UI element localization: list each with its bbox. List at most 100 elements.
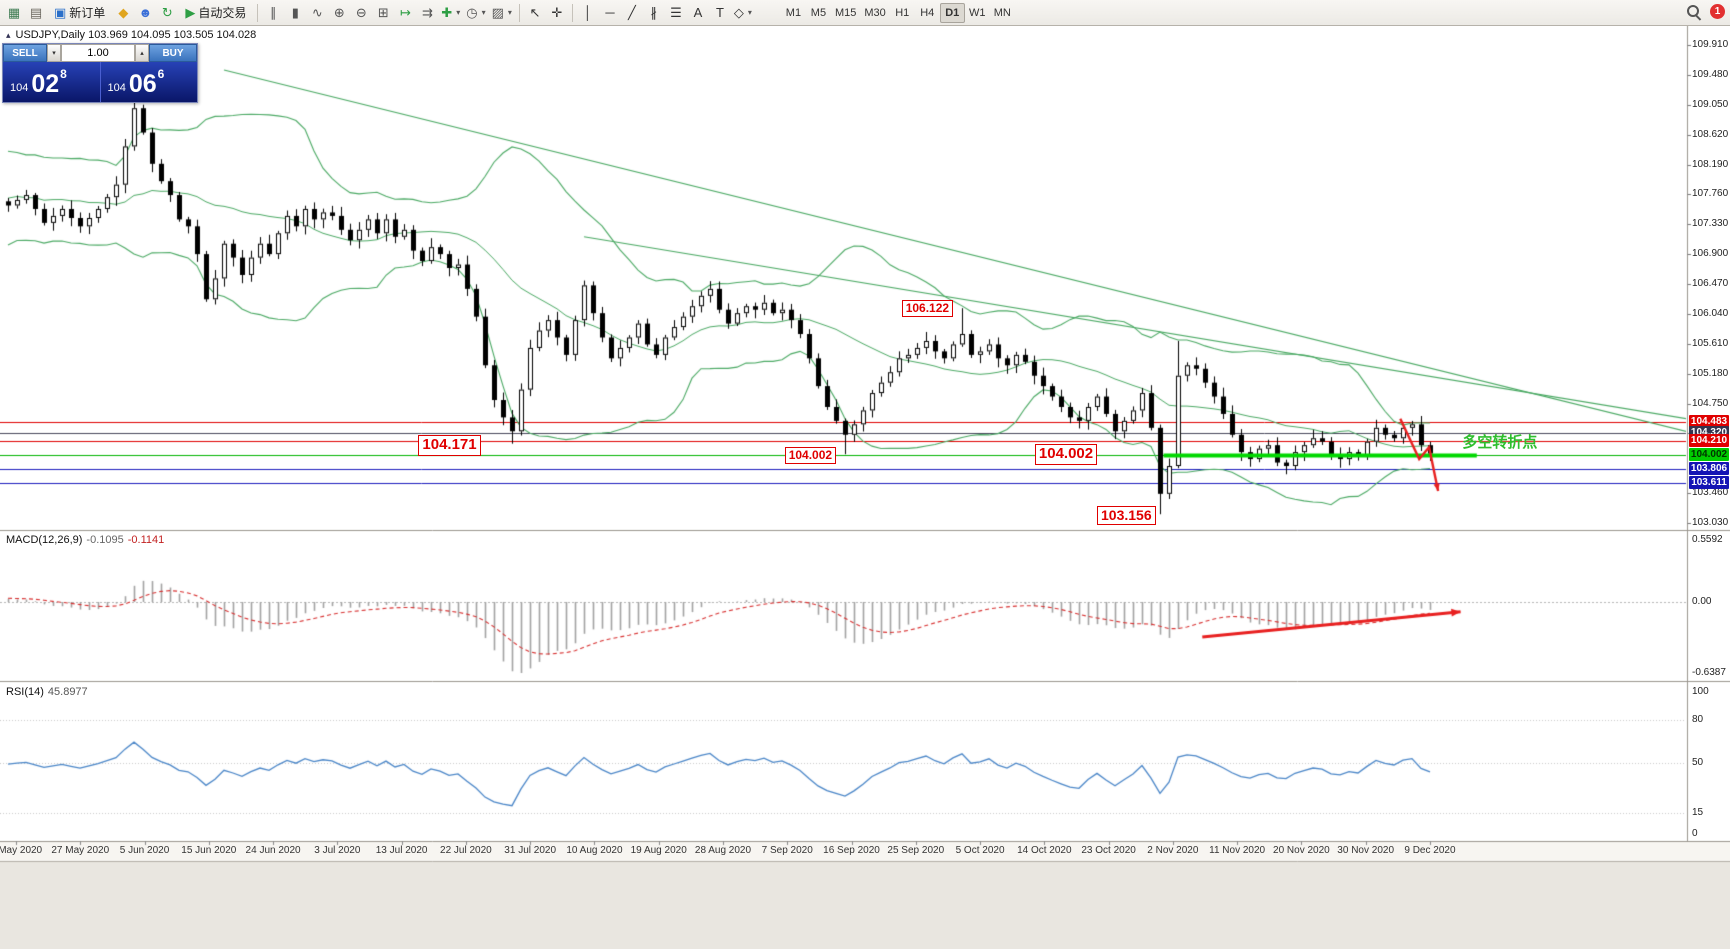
- line-chart-button[interactable]: ∿: [306, 2, 328, 23]
- auto-trading-label: 自动交易: [198, 6, 247, 20]
- timeframe-m5-button[interactable]: M5: [806, 3, 831, 23]
- date-axis-label: 7 Sep 2020: [761, 845, 813, 856]
- buy-price-quote[interactable]: 104 06 6: [99, 62, 198, 102]
- candlestick-chart-button[interactable]: ▮: [284, 2, 306, 23]
- text-button[interactable]: A: [687, 2, 709, 23]
- date-axis-label: 28 Aug 2020: [694, 845, 752, 856]
- date-axis-label: 11 Nov 2020: [1209, 845, 1266, 856]
- price-axis-label: 109.910: [1692, 39, 1729, 50]
- crosshair-button[interactable]: ✛: [546, 2, 568, 23]
- timeframe-toolbar: M1 M5 M15 M30 H1 H4 D1 W1 MN: [781, 2, 1015, 23]
- fibonacci-icon: ☰: [670, 5, 682, 20]
- equidistant-channel-button[interactable]: ∦: [643, 2, 665, 23]
- date-axis-label: 31 Jul 2020: [504, 845, 557, 856]
- profiles-icon: ▤: [29, 5, 43, 20]
- new-chart-icon: ▦: [7, 5, 21, 20]
- new-order-label: 新订单: [69, 6, 106, 20]
- text-label-button[interactable]: T: [709, 2, 731, 23]
- date-axis-label: 5 Jun 2020: [119, 845, 170, 856]
- search-icon[interactable]: [1685, 3, 1702, 21]
- price-axis-label: 106.040: [1692, 307, 1729, 319]
- new-chart-button[interactable]: ▦: [3, 2, 25, 23]
- date-axis-label: 23 Oct 2020: [1081, 845, 1136, 856]
- date-axis-label: 20 Nov 2020: [1273, 845, 1330, 856]
- zoom-out-button[interactable]: ⊖: [350, 2, 372, 23]
- symbol-ohlc-text: USDJPY,Daily 103.969 104.095 103.505 104…: [15, 29, 257, 41]
- sell-button[interactable]: SELL: [3, 44, 47, 62]
- zoom-in-button[interactable]: ⊕: [328, 2, 350, 23]
- chart-canvas[interactable]: [0, 25, 1730, 949]
- equidistant-channel-icon: ∦: [650, 5, 658, 20]
- cursor-icon: ↖: [529, 5, 541, 20]
- bar-chart-button[interactable]: ∥: [262, 2, 284, 23]
- zoom-in-icon: ⊕: [333, 5, 345, 20]
- dropdown-caret-icon: ▾: [507, 8, 512, 17]
- rsi-scale-label: 80: [1692, 714, 1704, 726]
- trade-controls-row: SELL ▾ ▴ BUY: [3, 44, 197, 62]
- timeframe-m30-button[interactable]: M30: [860, 3, 889, 23]
- date-axis-label: 9 Dec 2020: [1404, 845, 1456, 856]
- timeframe-mn-button[interactable]: MN: [990, 3, 1015, 23]
- price-tag: 104.210: [1689, 434, 1729, 448]
- timeframe-m1-button[interactable]: M1: [781, 3, 806, 23]
- timeframe-h1-button[interactable]: H1: [890, 3, 915, 23]
- price-axis-label: 109.050: [1692, 98, 1729, 110]
- dropdown-caret-icon: ▾: [456, 8, 461, 17]
- chart-shift-button[interactable]: ⇉: [416, 2, 438, 23]
- auto-scroll-button[interactable]: ↦: [394, 2, 416, 23]
- rsi-scale-label: 50: [1692, 757, 1704, 768]
- date-axis-label: 27 May 2020: [51, 845, 110, 856]
- metaeditor-button[interactable]: ◆: [112, 2, 134, 23]
- price-callout: 104.171: [418, 435, 481, 456]
- timeframe-m15-button[interactable]: M15: [831, 3, 860, 23]
- rsi-scale-label: 100: [1692, 686, 1709, 697]
- price-axis-label: 107.330: [1692, 218, 1729, 230]
- dropdown-caret-icon: ▾: [747, 8, 752, 17]
- new-order-button[interactable]: ▣ 新订单: [47, 2, 112, 23]
- trendline-button[interactable]: ╱: [621, 2, 643, 23]
- volume-input[interactable]: [61, 44, 135, 62]
- rsi-value: 45.8977: [47, 686, 88, 698]
- toolbar-separator: [257, 3, 259, 22]
- sell-price-quote[interactable]: 104 02 8: [3, 62, 100, 102]
- search-lens: [1687, 5, 1699, 17]
- auto-trading-button[interactable]: ▶ 自动交易: [178, 2, 253, 23]
- market-watch-button[interactable]: ☻: [134, 2, 156, 23]
- vertical-line-button[interactable]: │: [577, 2, 599, 23]
- sell-price-sup: 8: [60, 67, 67, 81]
- price-axis-label: 103.030: [1692, 517, 1729, 528]
- price-callout: 104.002: [784, 446, 837, 464]
- timeframe-h4-button[interactable]: H4: [915, 3, 940, 23]
- rsi-scale-label: 0: [1692, 828, 1698, 839]
- fibonacci-button[interactable]: ☰: [665, 2, 687, 23]
- date-axis-label: 15 Jun 2020: [181, 845, 237, 856]
- price-axis-label: 105.610: [1692, 337, 1729, 349]
- search-handle: [1695, 15, 1702, 21]
- volume-decrease-button[interactable]: ▾: [47, 44, 61, 62]
- price-callout: 106.122: [901, 299, 954, 317]
- timeframe-w1-button[interactable]: W1: [965, 3, 990, 23]
- oneclick-collapse-icon[interactable]: ▴: [6, 29, 11, 40]
- arrows-shapes-icon: ◇: [733, 5, 744, 20]
- horizontal-line-button[interactable]: ─: [599, 2, 621, 23]
- macd-scale-label: 0.00: [1692, 596, 1712, 607]
- volume-increase-button[interactable]: ▴: [135, 44, 149, 62]
- notification-badge[interactable]: 1: [1710, 4, 1725, 19]
- tile-windows-button[interactable]: ⊞: [372, 2, 394, 23]
- periods-button[interactable]: ◷ ▾: [463, 2, 488, 23]
- templates-button[interactable]: ▨ ▾: [489, 2, 515, 23]
- toolbar-separator: [571, 3, 573, 22]
- horizontal-line-icon: ─: [605, 5, 615, 20]
- arrows-shapes-button[interactable]: ◇ ▾: [731, 2, 755, 23]
- buy-button[interactable]: BUY: [149, 44, 197, 62]
- indicators-button[interactable]: ✚ ▾: [438, 2, 463, 23]
- symbol-ohlc-line: ▴ USDJPY,Daily 103.969 104.095 103.505 1…: [6, 29, 256, 41]
- refresh-button[interactable]: ↻: [156, 2, 178, 23]
- refresh-icon: ↻: [161, 5, 173, 20]
- timeframe-d1-button[interactable]: D1: [939, 2, 965, 23]
- text-icon: A: [693, 5, 703, 20]
- cursor-button[interactable]: ↖: [524, 2, 546, 23]
- profiles-button[interactable]: ▤: [25, 2, 47, 23]
- line-chart-icon: ∿: [311, 5, 323, 20]
